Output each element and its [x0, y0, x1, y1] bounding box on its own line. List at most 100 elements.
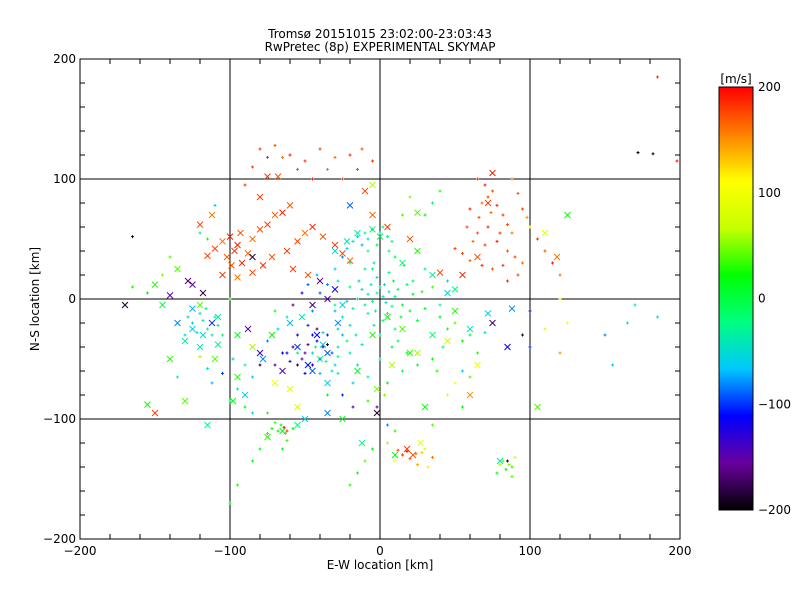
plus-marker [401, 303, 404, 307]
plus-marker [461, 369, 464, 373]
plus-marker [213, 203, 217, 207]
x-marker [391, 451, 399, 459]
x-marker [399, 325, 406, 333]
plus-marker [468, 375, 472, 379]
x-marker [166, 355, 174, 363]
plus-marker [378, 285, 382, 289]
plus-marker [311, 333, 314, 337]
plus-marker [315, 273, 319, 277]
x-marker [489, 169, 496, 177]
colorbar-tick-label: 100 [758, 186, 781, 200]
x-marker [301, 229, 309, 237]
plus-marker [501, 263, 505, 267]
plus-marker [273, 363, 277, 367]
x-marker [244, 325, 252, 333]
plus-marker [291, 427, 295, 431]
x-marker [534, 403, 541, 411]
plus-marker [372, 323, 376, 327]
plus-marker [333, 309, 337, 313]
plus-marker [351, 405, 355, 409]
x-tick-label: 200 [669, 544, 692, 558]
x-marker [369, 211, 376, 219]
plus-marker [390, 239, 394, 243]
plus-marker [336, 371, 340, 375]
x-marker [553, 253, 561, 261]
x-marker [189, 305, 196, 312]
plus-marker [341, 393, 344, 397]
x-marker [414, 209, 421, 216]
x-marker [403, 445, 411, 453]
plus-marker [258, 363, 262, 367]
plus-marker [495, 471, 499, 475]
x-marker [151, 409, 159, 417]
plus-marker [371, 447, 374, 451]
plus-marker [348, 351, 352, 355]
x-marker [204, 252, 211, 260]
colorbar-unit-label: [m/s] [720, 72, 751, 86]
plus-marker [366, 399, 370, 403]
x-tick-label: 100 [519, 544, 542, 558]
x-marker [316, 277, 324, 285]
plus-marker [186, 315, 190, 319]
plus-marker [423, 267, 427, 271]
plus-marker [258, 147, 262, 151]
x-marker [268, 253, 276, 261]
plus-marker [345, 299, 349, 303]
plus-marker [336, 327, 340, 331]
x-marker [286, 202, 294, 209]
plus-marker [543, 327, 547, 331]
plus-marker [311, 363, 314, 367]
plus-marker [558, 273, 562, 277]
plus-marker [273, 421, 277, 425]
x-marker [223, 253, 231, 261]
x-marker [151, 281, 159, 288]
plus-marker [326, 343, 329, 347]
x-marker [334, 319, 342, 327]
plus-marker [506, 459, 509, 463]
x-marker [298, 313, 306, 321]
plus-marker [273, 309, 277, 313]
plus-marker [204, 307, 208, 311]
plus-marker [131, 235, 134, 239]
x-marker [343, 238, 351, 245]
plus-marker [231, 357, 235, 361]
plus-marker [516, 273, 520, 277]
x-marker [388, 361, 396, 369]
colorbar-tick-label: −200 [758, 503, 791, 517]
x-marker [309, 301, 316, 309]
x-marker [121, 301, 129, 309]
x-marker [241, 391, 249, 399]
plus-marker [543, 249, 547, 253]
plus-marker [396, 339, 400, 343]
plus-marker [558, 297, 562, 301]
x-marker [459, 271, 466, 279]
plus-marker [435, 369, 439, 373]
plus-marker [558, 351, 562, 355]
plus-marker [423, 447, 427, 451]
plus-marker [354, 333, 358, 337]
plus-marker [416, 319, 419, 323]
plus-marker [228, 501, 232, 505]
x-marker [373, 385, 381, 393]
plus-marker [375, 405, 379, 409]
plus-marker [431, 201, 434, 205]
plus-marker [206, 237, 209, 241]
plus-marker [386, 441, 389, 445]
plus-marker [516, 191, 520, 195]
plus-marker [651, 152, 655, 156]
plus-marker [341, 255, 344, 259]
plus-marker [284, 431, 287, 435]
plus-marker [399, 315, 403, 319]
plus-marker [393, 255, 397, 259]
x-marker [259, 262, 267, 269]
x-marker [214, 313, 222, 321]
plus-marker [210, 381, 214, 385]
plus-marker [416, 463, 419, 467]
plus-marker [131, 285, 134, 289]
plus-marker [477, 215, 481, 219]
plus-marker [146, 291, 149, 295]
plus-marker [521, 261, 524, 265]
plus-marker [348, 323, 352, 327]
x-marker [244, 250, 252, 257]
plus-marker [453, 381, 457, 385]
